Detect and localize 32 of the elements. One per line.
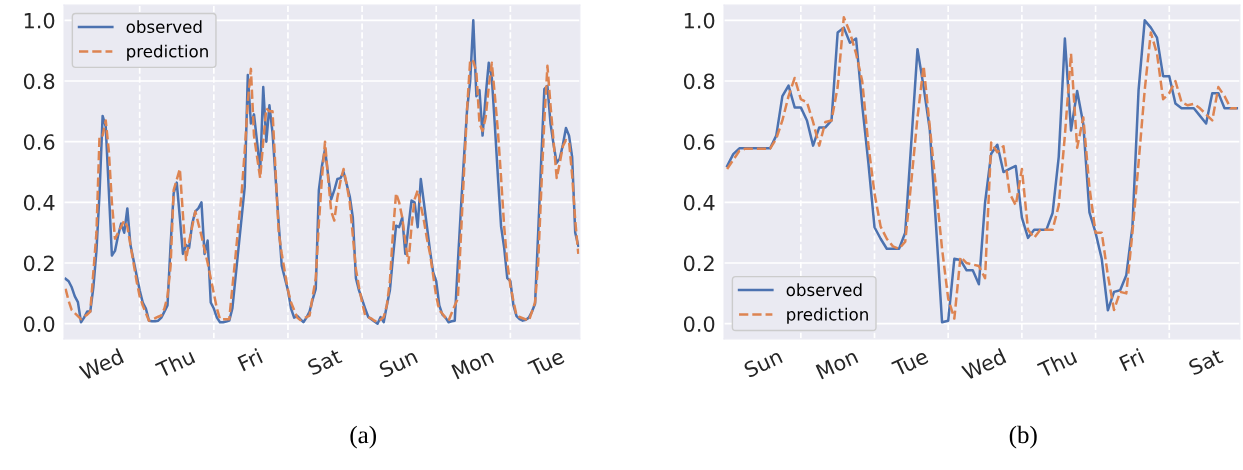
x-tick-label: Sat	[306, 347, 343, 376]
y-tick-label: 0.0	[683, 316, 715, 332]
y-tick-label: 0.6	[683, 134, 715, 150]
y-tick-label: 1.0	[684, 12, 715, 29]
legend-label: prediction	[787, 307, 868, 324]
y-tick-label: 0.2	[683, 255, 714, 272]
x-tick-label: Wed	[960, 348, 1007, 381]
legend-label: prediction	[127, 44, 208, 61]
y-tick-label: 1.0	[24, 12, 55, 29]
x-tick-label: Sun	[378, 348, 419, 378]
x-tick-label: Fri	[1118, 348, 1145, 372]
x-tick-label: Thu	[1036, 348, 1078, 379]
y-tick-label: 0.2	[23, 255, 54, 272]
x-tick-label: Sun	[743, 348, 783, 378]
y-tick-label: 0.8	[23, 73, 55, 90]
y-tick-label: 0.4	[23, 194, 55, 211]
y-tick-label: 0.6	[23, 134, 55, 150]
x-tick-label: Mon	[815, 348, 859, 380]
legend-label: observed	[786, 283, 862, 297]
y-tick-label: 0.4	[683, 194, 715, 211]
x-tick-label: Tue	[891, 348, 930, 377]
x-tick-label: Tue	[527, 348, 566, 377]
x-tick-label: Mon	[451, 348, 495, 380]
x-tick-label: Fri	[237, 348, 263, 372]
y-tick-label: 0.8	[683, 73, 715, 90]
x-tick-label: Wed	[78, 348, 125, 381]
text: (a)	[350, 425, 376, 449]
x-tick-label: Sat	[1187, 347, 1224, 376]
y-tick-label: 0.0	[23, 316, 55, 332]
x-tick-label: Thu	[154, 348, 196, 379]
legend-label: observed	[126, 20, 202, 34]
text: (b)	[1009, 425, 1037, 449]
